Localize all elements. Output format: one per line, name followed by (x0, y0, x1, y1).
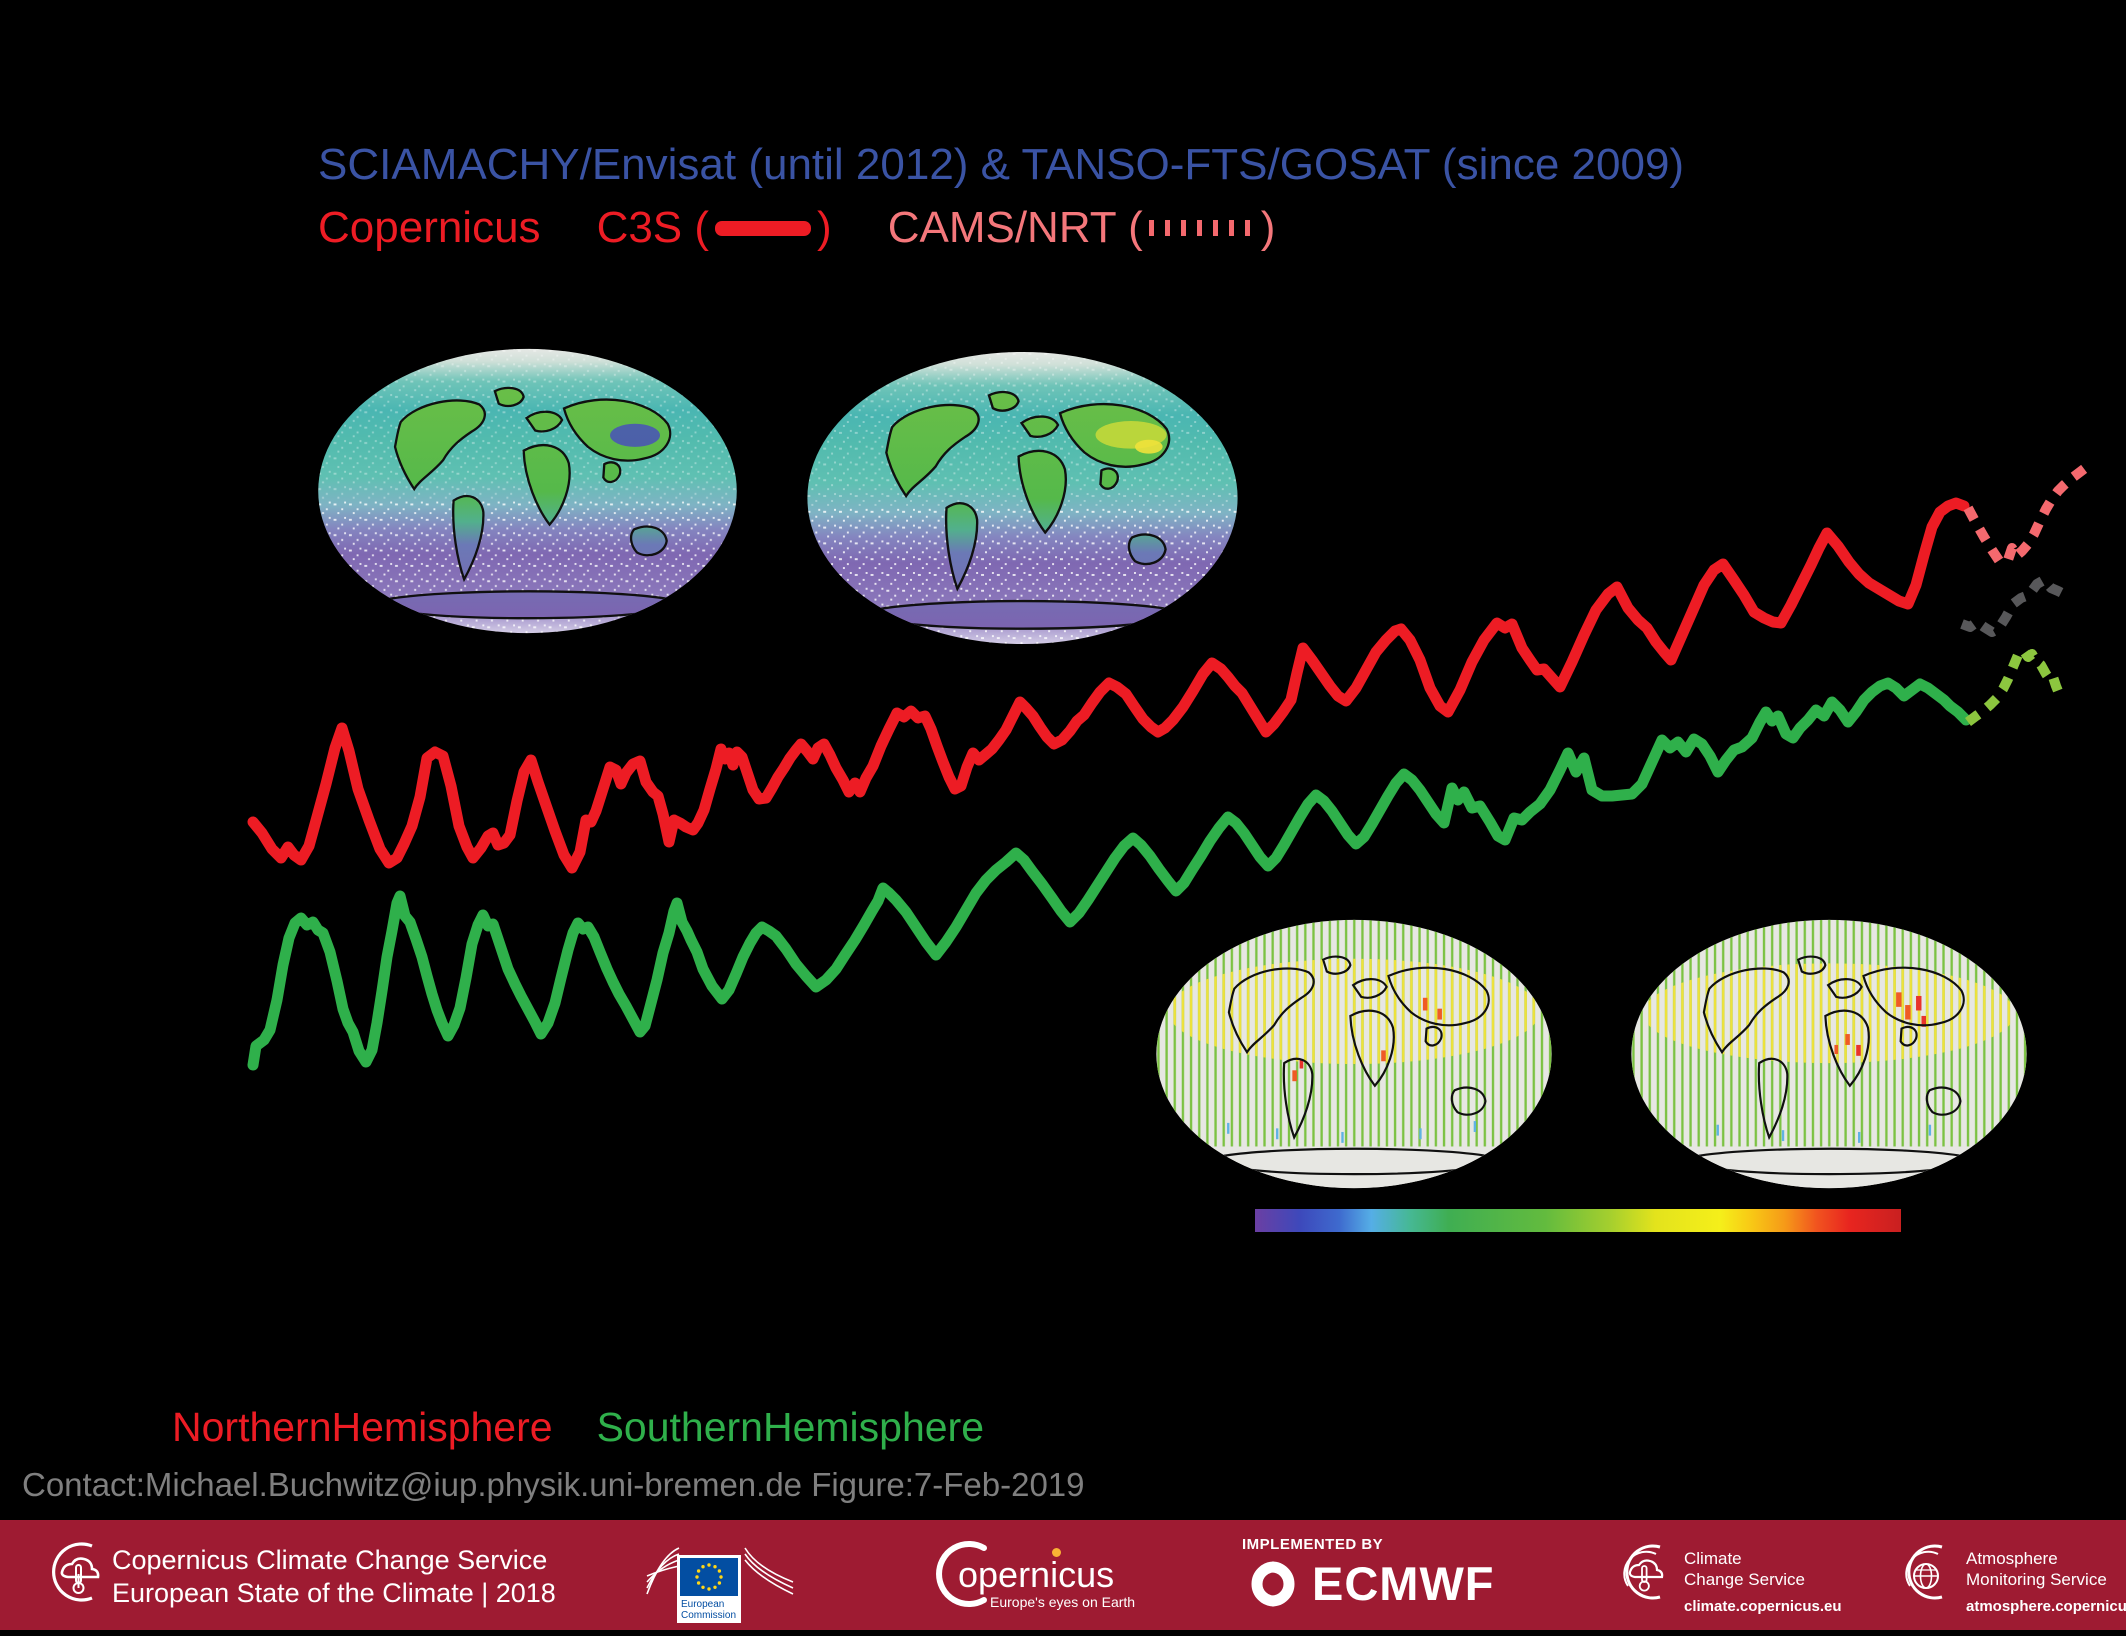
european-commission-logo: European Commission (645, 1542, 795, 1626)
implemented-by-label: IMPLEMENTED BY (1242, 1536, 1384, 1553)
northern-hemisphere-label: NorthernHemisphere (172, 1404, 553, 1450)
c3s-label-line2: Change Service (1684, 1570, 1805, 1589)
satellite-map-bottom-right (1631, 919, 2027, 1189)
footer-banner: Copernicus Climate Change Service Europe… (0, 1520, 2126, 1630)
ec-fan-lines-icon (646, 1547, 794, 1595)
low-value-ticks (1716, 1124, 1932, 1143)
ecmwf-symbol-icon (1251, 1561, 1295, 1606)
legend-cams-close: ) (1260, 203, 1276, 252)
ecmwf-wordmark: ECMWF (1312, 1557, 1495, 1610)
c3s-url: climate.copernicus.eu (1684, 1598, 1842, 1615)
cams-label-line1: Atmosphere (1966, 1549, 2058, 1568)
eu-flag-icon (680, 1558, 738, 1596)
c3s-solid-line-swatch (715, 220, 812, 236)
contact-line: Contact:Michael.Buchwitz@iup.physik.uni-… (22, 1466, 1085, 1503)
high-value-patches (1292, 997, 1442, 1082)
c3s-cloud-thermometer-icon (52, 1542, 100, 1602)
climate-change-service-icon (1623, 1544, 1664, 1600)
ec-label-line2: Commission (681, 1610, 737, 1621)
atmosphere-monitoring-service-label: Atmosphere Monitoring Service atmosphere… (1966, 1548, 2126, 1617)
service-line1: Copernicus Climate Change Service (112, 1545, 548, 1575)
service-title-block: Copernicus Climate Change Service Europe… (112, 1544, 556, 1610)
atmosphere-monitoring-service-icon (1905, 1544, 1943, 1600)
ec-label: European Commission (681, 1599, 736, 1621)
satellite-map-top-left (318, 348, 737, 634)
series-northern-hemisphere-cams-nrt-dotted- (1963, 462, 2091, 567)
ecmwf-logo: ECMWF (1242, 1556, 1495, 1611)
series-cams-nrt-gray-dotted- (1960, 575, 2067, 637)
data-anomaly-patch (1134, 439, 1163, 454)
hemisphere-labels: NorthernHemisphere SouthernHemisphere (172, 1404, 984, 1451)
cams-label-line2: Monitoring Service (1966, 1570, 2107, 1589)
legend-c3s-close: ) (817, 203, 832, 252)
series-southern-hemisphere-cams-nrt-dotted- (1965, 645, 2063, 726)
legend-copernicus-label: Copernicus (318, 203, 541, 252)
ec-card: European Commission (677, 1555, 741, 1623)
copernicus-wordmark: opernicus (958, 1554, 1115, 1595)
climate-change-service-label: Climate Change Service climate.copernicu… (1684, 1548, 1842, 1617)
copernicus-c-swoosh-icon (936, 1541, 987, 1607)
cams-url: atmosphere.copernicus.eu (1966, 1598, 2126, 1615)
southern-hemisphere-label: SouthernHemisphere (596, 1404, 985, 1450)
satellite-map-bottom-left (1156, 919, 1552, 1189)
colorbar (1255, 1209, 1901, 1232)
copernicus-tagline: Europe's eyes on Earth (990, 1594, 1136, 1610)
low-value-ticks (1227, 1121, 1477, 1143)
service-line2: European State of the Climate | 2018 (112, 1578, 556, 1608)
polar-gap (1156, 1146, 1552, 1189)
legend-cams-label: CAMS/NRT ( (887, 203, 1143, 252)
satellite-map-top-right (807, 351, 1238, 645)
c3s-label-line1: Climate (1684, 1549, 1742, 1568)
legend-c3s-label: C3S ( (596, 203, 710, 252)
cams-dotted-line-swatch (1148, 220, 1255, 236)
figure-title: SCIAMACHY/Envisat (until 2012) & TANSO-F… (318, 140, 1685, 189)
high-value-patches (1834, 992, 1927, 1056)
figure-legend-line: Copernicus C3S ( ) CAMS/NRT ( ) (318, 203, 1275, 253)
ec-label-line1: European (681, 1599, 725, 1610)
polar-gap (1631, 1146, 2027, 1189)
data-anomaly-patch (610, 423, 660, 447)
copernicus-logo: opernicus Europe's eyes on Earth (928, 1536, 1168, 1620)
copernicus-orange-dot (1052, 1548, 1061, 1557)
